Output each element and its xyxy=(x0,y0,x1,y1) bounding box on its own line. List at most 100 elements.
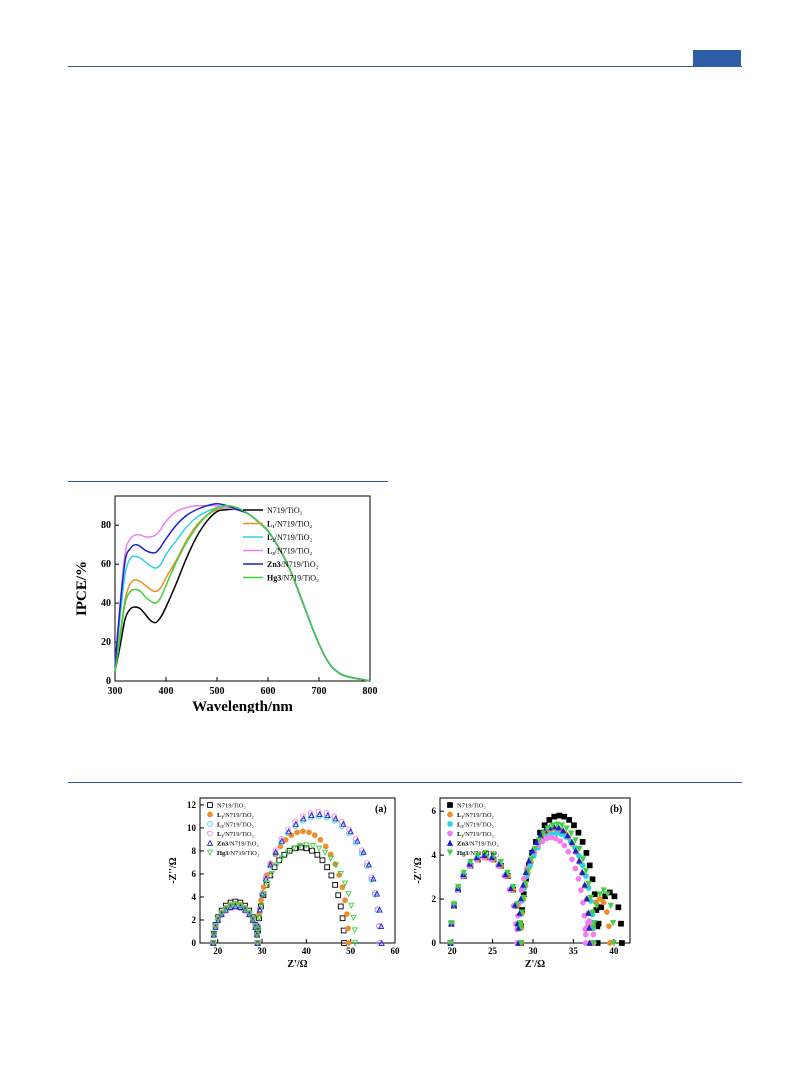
ipce-series-line xyxy=(114,508,371,682)
data-point xyxy=(563,825,570,832)
data-point xyxy=(590,931,597,938)
legend-label: L₁/N719/TiO₂ xyxy=(217,812,254,819)
data-point xyxy=(596,891,603,898)
data-point xyxy=(518,887,525,894)
data-point xyxy=(586,939,593,946)
data-point xyxy=(262,874,269,881)
data-point xyxy=(241,906,249,913)
data-point xyxy=(517,940,524,947)
data-point xyxy=(525,867,532,875)
data-point xyxy=(528,856,535,863)
data-point xyxy=(368,876,375,883)
ipce-series-line xyxy=(114,506,371,682)
data-point xyxy=(568,838,575,846)
y-tick-label: 80 xyxy=(101,520,111,531)
data-point xyxy=(514,901,521,908)
data-point xyxy=(253,931,261,938)
data-point xyxy=(232,902,239,909)
legend-marker xyxy=(207,811,213,818)
data-point xyxy=(581,881,588,888)
data-point xyxy=(222,906,229,913)
legend-marker xyxy=(447,811,453,818)
data-point xyxy=(543,835,550,842)
data-point xyxy=(590,924,597,931)
data-point xyxy=(345,940,352,946)
x-tick-label: 40 xyxy=(609,946,619,956)
data-point xyxy=(606,923,612,930)
header-tab xyxy=(693,50,741,67)
data-point xyxy=(554,821,561,828)
data-point xyxy=(322,843,329,850)
data-point xyxy=(347,827,354,835)
data-point xyxy=(272,847,279,854)
plot-frame xyxy=(114,495,371,682)
ipce-series-line xyxy=(114,504,371,682)
y-axis-label: IPCE/% xyxy=(74,561,90,616)
data-point xyxy=(571,822,577,829)
data-point xyxy=(609,919,617,927)
legend-label: N719/TiO₂ xyxy=(457,803,486,810)
x-axis-label: Wavelength/nm xyxy=(192,699,293,713)
legend-label: Zn3/N719/TiO₂ xyxy=(457,841,499,848)
data-point xyxy=(267,861,274,868)
x-tick-label: 20 xyxy=(213,946,223,956)
eis-chart-a: 20 30 40 50 60 0 2 4 6 8 10 12 Z'/Ω -Z''/Ω (a) N719/TiO… xyxy=(165,790,405,970)
legend-label: N719/TiO₂ xyxy=(217,803,246,810)
data-point xyxy=(350,914,357,922)
y-tick-label: 40 xyxy=(101,598,111,609)
data-point xyxy=(345,891,352,898)
eis-chart-b: 20 25 30 35 40 0 2 4 6 Z'/Ω -Z''/Ω (b) N719/TiO₂ L₁/N… xyxy=(410,790,640,970)
data-point xyxy=(345,925,351,932)
x-tick-label: 35 xyxy=(569,946,579,956)
data-point xyxy=(332,815,339,822)
data-point xyxy=(553,830,560,837)
data-point xyxy=(572,847,579,854)
data-point xyxy=(210,940,217,947)
legend-label: L₃/N719/TiO₂ xyxy=(217,831,254,838)
y-tick-label: 2 xyxy=(192,915,197,925)
data-point xyxy=(327,855,334,862)
data-point xyxy=(258,897,264,904)
x-tick-label: 300 xyxy=(108,686,123,697)
data-point xyxy=(560,827,567,834)
y-tick-label: 2 xyxy=(432,894,437,904)
data-point xyxy=(259,889,266,896)
data-point xyxy=(308,811,315,819)
data-point xyxy=(272,848,279,855)
data-point xyxy=(549,822,556,829)
data-point xyxy=(376,906,383,913)
data-point xyxy=(212,923,219,930)
data-point xyxy=(610,940,617,947)
data-point xyxy=(351,927,358,934)
data-point xyxy=(546,817,553,823)
data-point xyxy=(548,834,555,841)
data-point xyxy=(595,920,602,927)
x-axis-label: Z'/Ω xyxy=(287,959,307,970)
x-tick-label: 30 xyxy=(528,946,538,956)
y-tick-label: 10 xyxy=(187,823,197,833)
data-point xyxy=(552,835,559,842)
ipce-series-line xyxy=(114,506,371,682)
data-point xyxy=(360,848,367,855)
data-point xyxy=(569,856,575,863)
data-point xyxy=(555,824,562,831)
data-point xyxy=(561,813,568,820)
legend-label: Zn3/N719/TiO₂ xyxy=(217,841,259,848)
data-point xyxy=(335,892,342,899)
data-point xyxy=(589,876,596,883)
data-point xyxy=(504,869,511,876)
data-point xyxy=(294,829,300,836)
data-point xyxy=(328,872,335,879)
data-point xyxy=(535,837,543,844)
data-point xyxy=(278,836,285,842)
figure-top-rule xyxy=(68,481,388,482)
data-point xyxy=(565,848,572,855)
data-point xyxy=(561,842,568,849)
data-point xyxy=(372,891,378,898)
data-point xyxy=(317,837,324,843)
data-point xyxy=(522,880,529,888)
data-point xyxy=(591,919,598,927)
x-axis-label: Z'/Ω xyxy=(525,959,545,970)
data-point xyxy=(337,870,344,878)
data-point xyxy=(582,931,589,938)
